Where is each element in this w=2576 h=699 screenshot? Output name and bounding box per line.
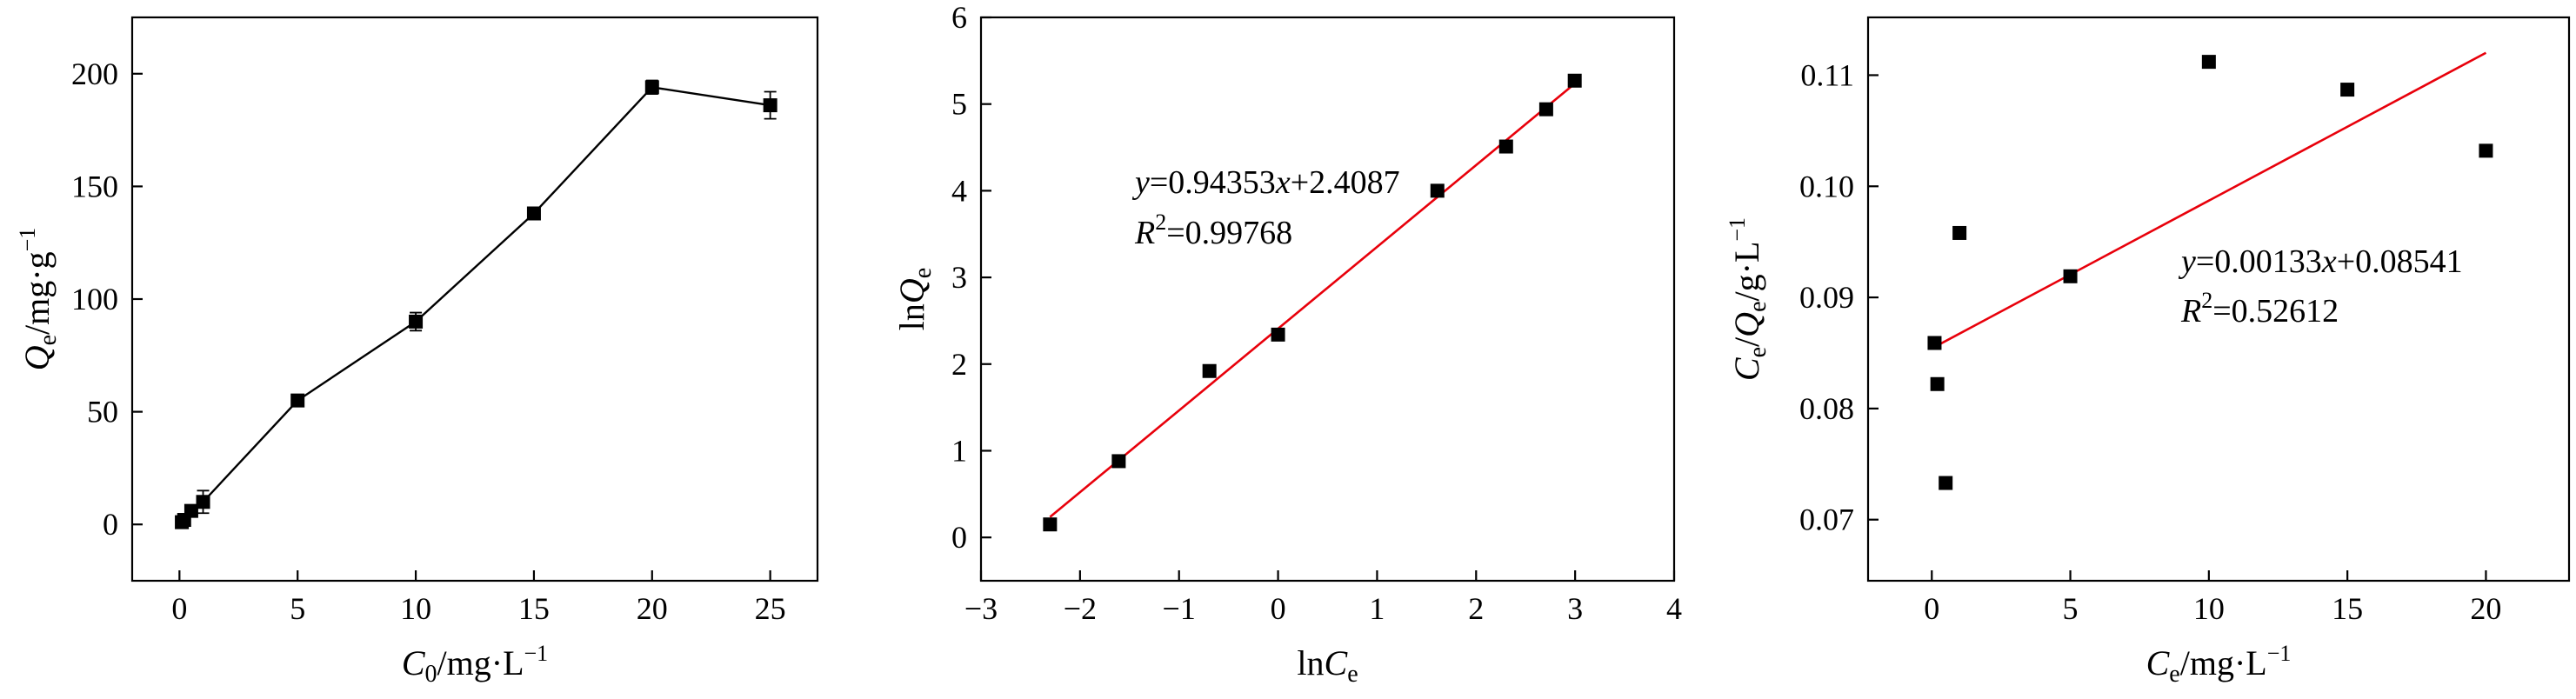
data-point [2340, 83, 2355, 97]
fit-equation: y=0.00133x+0.08541 [2178, 243, 2463, 280]
data-point [409, 314, 424, 329]
plot-frame [1866, 16, 2571, 582]
y-tick-label: 2 [951, 347, 967, 382]
y-tick-label: 50 [87, 395, 118, 429]
x-tick-label: −2 [1064, 591, 1097, 626]
data-point [2201, 55, 2216, 70]
data-point [1498, 139, 1513, 154]
x-tick-label: 2 [1468, 591, 1484, 626]
y-tick-label: 0.07 [1799, 503, 1854, 537]
chart-panel-2: −3 −2 −1 0 1 2 3 4 0 1 2 3 4 5 6 lnCe lnQe y=0.94353x+2.4… [892, 0, 1682, 688]
data-point [1202, 363, 1217, 378]
y-tick-label: 100 [71, 282, 118, 316]
y-tick-label: 0.11 [1800, 57, 1854, 92]
x-tick-label: 20 [2470, 591, 2501, 626]
y-tick-label: 3 [951, 260, 967, 295]
y-tick-label: 5 [951, 87, 967, 122]
x-tick-label: −1 [1163, 591, 1196, 626]
y-tick-label: 4 [951, 173, 967, 208]
y-tick-label: 0.08 [1799, 391, 1854, 426]
plot-frame [130, 16, 819, 582]
r-squared: R2=0.99768 [1134, 210, 1292, 251]
data-point [184, 503, 198, 518]
y-tick-label: 0.10 [1799, 169, 1854, 203]
fit-line [1933, 51, 2487, 349]
x-tick-label: 15 [518, 591, 550, 626]
fit-line [1049, 83, 1576, 518]
y-tick-label: 1 [951, 433, 967, 468]
x-tick-label: 15 [2332, 591, 2363, 626]
fit-equation: y=0.94353x+2.4087 [1131, 164, 1400, 201]
r-squared: R2=0.52612 [2180, 288, 2339, 330]
y-tick-label: 0 [951, 520, 967, 555]
x-tick-label: 0 [171, 591, 187, 626]
y-tick-label: 200 [71, 57, 118, 91]
y-tick-label: 6 [951, 0, 967, 35]
data-point [1567, 73, 1582, 88]
x-tick-label: 1 [1369, 591, 1385, 626]
data-point [1952, 225, 1967, 240]
data-point [1271, 327, 1285, 342]
series-line [181, 86, 771, 523]
data-point [1939, 476, 1953, 490]
x-tick-label: 4 [1666, 591, 1682, 626]
x-tick-label: 25 [755, 591, 786, 626]
y-axis-title: Ce/Qe/g·L−1 [1725, 217, 1772, 381]
data-point [763, 98, 777, 113]
data-point [290, 393, 305, 408]
x-tick-label: 20 [637, 591, 668, 626]
data-point [1538, 102, 1553, 116]
data-point [644, 80, 659, 95]
x-tick-label: 3 [1567, 591, 1583, 626]
x-axis-title: Ce/mg·L−1 [2146, 641, 2292, 688]
data-point [196, 495, 210, 509]
data-point [2063, 269, 2078, 283]
x-tick-label: 0 [1271, 591, 1286, 626]
y-axis-title: Qe/mg·g−1 [15, 228, 62, 371]
x-axis-title: C0/mg·L−1 [402, 641, 548, 688]
x-tick-label: 0 [1924, 591, 1939, 626]
x-tick-label: 10 [400, 591, 431, 626]
y-tick-label: 0.09 [1799, 280, 1854, 315]
x-tick-label: −3 [964, 591, 998, 626]
y-axis-title: lnQe [892, 268, 937, 330]
data-point [1927, 336, 1942, 350]
x-tick-label: 10 [2193, 591, 2225, 626]
data-point [1111, 454, 1126, 469]
y-tick-label: 0 [103, 507, 118, 542]
x-tick-label: 5 [290, 591, 305, 626]
chart-panel-3: 0 5 10 15 20 0.07 0.08 0.09 0.10 0.11 Ce/mg·L−1 Ce/… [1725, 16, 2571, 688]
y-tick-label: 150 [71, 169, 118, 203]
chart-panel-1: 0 5 10 15 20 25 0 50 100 150 200 C0/mg·L−1 Qe/mg·g−1 [15, 16, 819, 688]
data-point [1043, 517, 1058, 532]
data-point [1930, 376, 1945, 391]
x-tick-label: 5 [2063, 591, 2079, 626]
plot-frame [979, 16, 1676, 582]
data-point [526, 206, 541, 221]
data-point [2479, 143, 2493, 158]
data-point [1430, 183, 1445, 198]
x-axis-title: lnCe [1297, 643, 1358, 688]
